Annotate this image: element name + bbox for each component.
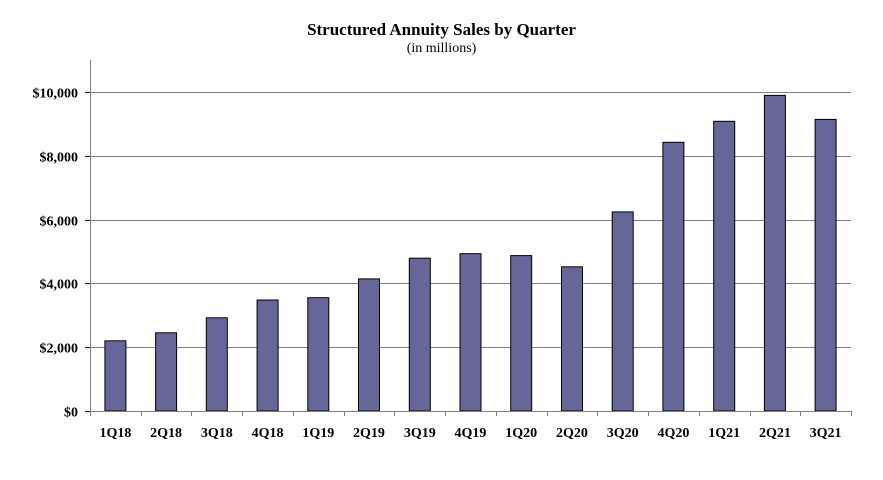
x-tick-label: 3Q19 [404, 426, 436, 441]
bar-3q20 [611, 211, 634, 412]
bar-1q19 [307, 297, 330, 412]
bar-4q20 [662, 141, 685, 412]
bar-4q19 [459, 253, 482, 412]
x-tick-labels: 1Q18 2Q18 3Q18 4Q18 1Q19 2Q19 3Q19 4Q19 1Q20 2Q20… [99, 426, 841, 441]
y-tick-label: $6,000 [40, 215, 79, 230]
bars [104, 94, 837, 412]
y-tick-label: $10,000 [33, 87, 79, 102]
chart-title: Structured Annuity Sales by Quarter [307, 20, 576, 39]
bar-1q21 [713, 120, 736, 412]
x-tick-label: 3Q18 [201, 426, 233, 441]
x-tick-label: 4Q18 [252, 426, 284, 441]
bar-4q18 [256, 299, 279, 412]
x-tick-label: 2Q18 [150, 426, 182, 441]
x-tick-label: 3Q20 [607, 426, 639, 441]
bar-1q18 [104, 340, 127, 412]
x-tick-label: 2Q21 [759, 426, 791, 441]
axes [85, 60, 852, 416]
x-tick-label: 2Q20 [556, 426, 588, 441]
bar-2q20 [561, 266, 583, 412]
x-tick-label: 1Q18 [99, 426, 131, 441]
bar-3q21 [814, 118, 837, 412]
x-tick-label: 1Q19 [302, 426, 334, 441]
x-tick-label: 1Q21 [708, 426, 740, 441]
y-tick-label: $2,000 [40, 342, 79, 357]
chart-subtitle: (in millions) [406, 41, 477, 56]
bar-2q18 [155, 332, 178, 412]
y-tick-label: $8,000 [40, 151, 79, 166]
y-tick-labels: $0 $2,000 $4,000 $6,000 $8,000 $10,000 [33, 87, 79, 421]
y-tick-label: $4,000 [40, 278, 79, 293]
bar-2q21 [763, 94, 786, 412]
x-tick-label: 2Q19 [353, 426, 385, 441]
bar-3q19 [408, 257, 431, 412]
x-tick-label: 1Q20 [505, 426, 537, 441]
x-tick-label: 4Q19 [455, 426, 487, 441]
bar-3q18 [205, 317, 228, 412]
bar-1q20 [510, 255, 533, 412]
y-tick-label: $0 [64, 406, 78, 421]
x-tick-label: 3Q21 [810, 426, 842, 441]
bar-2q19 [358, 278, 380, 412]
x-tick-label: 4Q20 [657, 426, 689, 441]
